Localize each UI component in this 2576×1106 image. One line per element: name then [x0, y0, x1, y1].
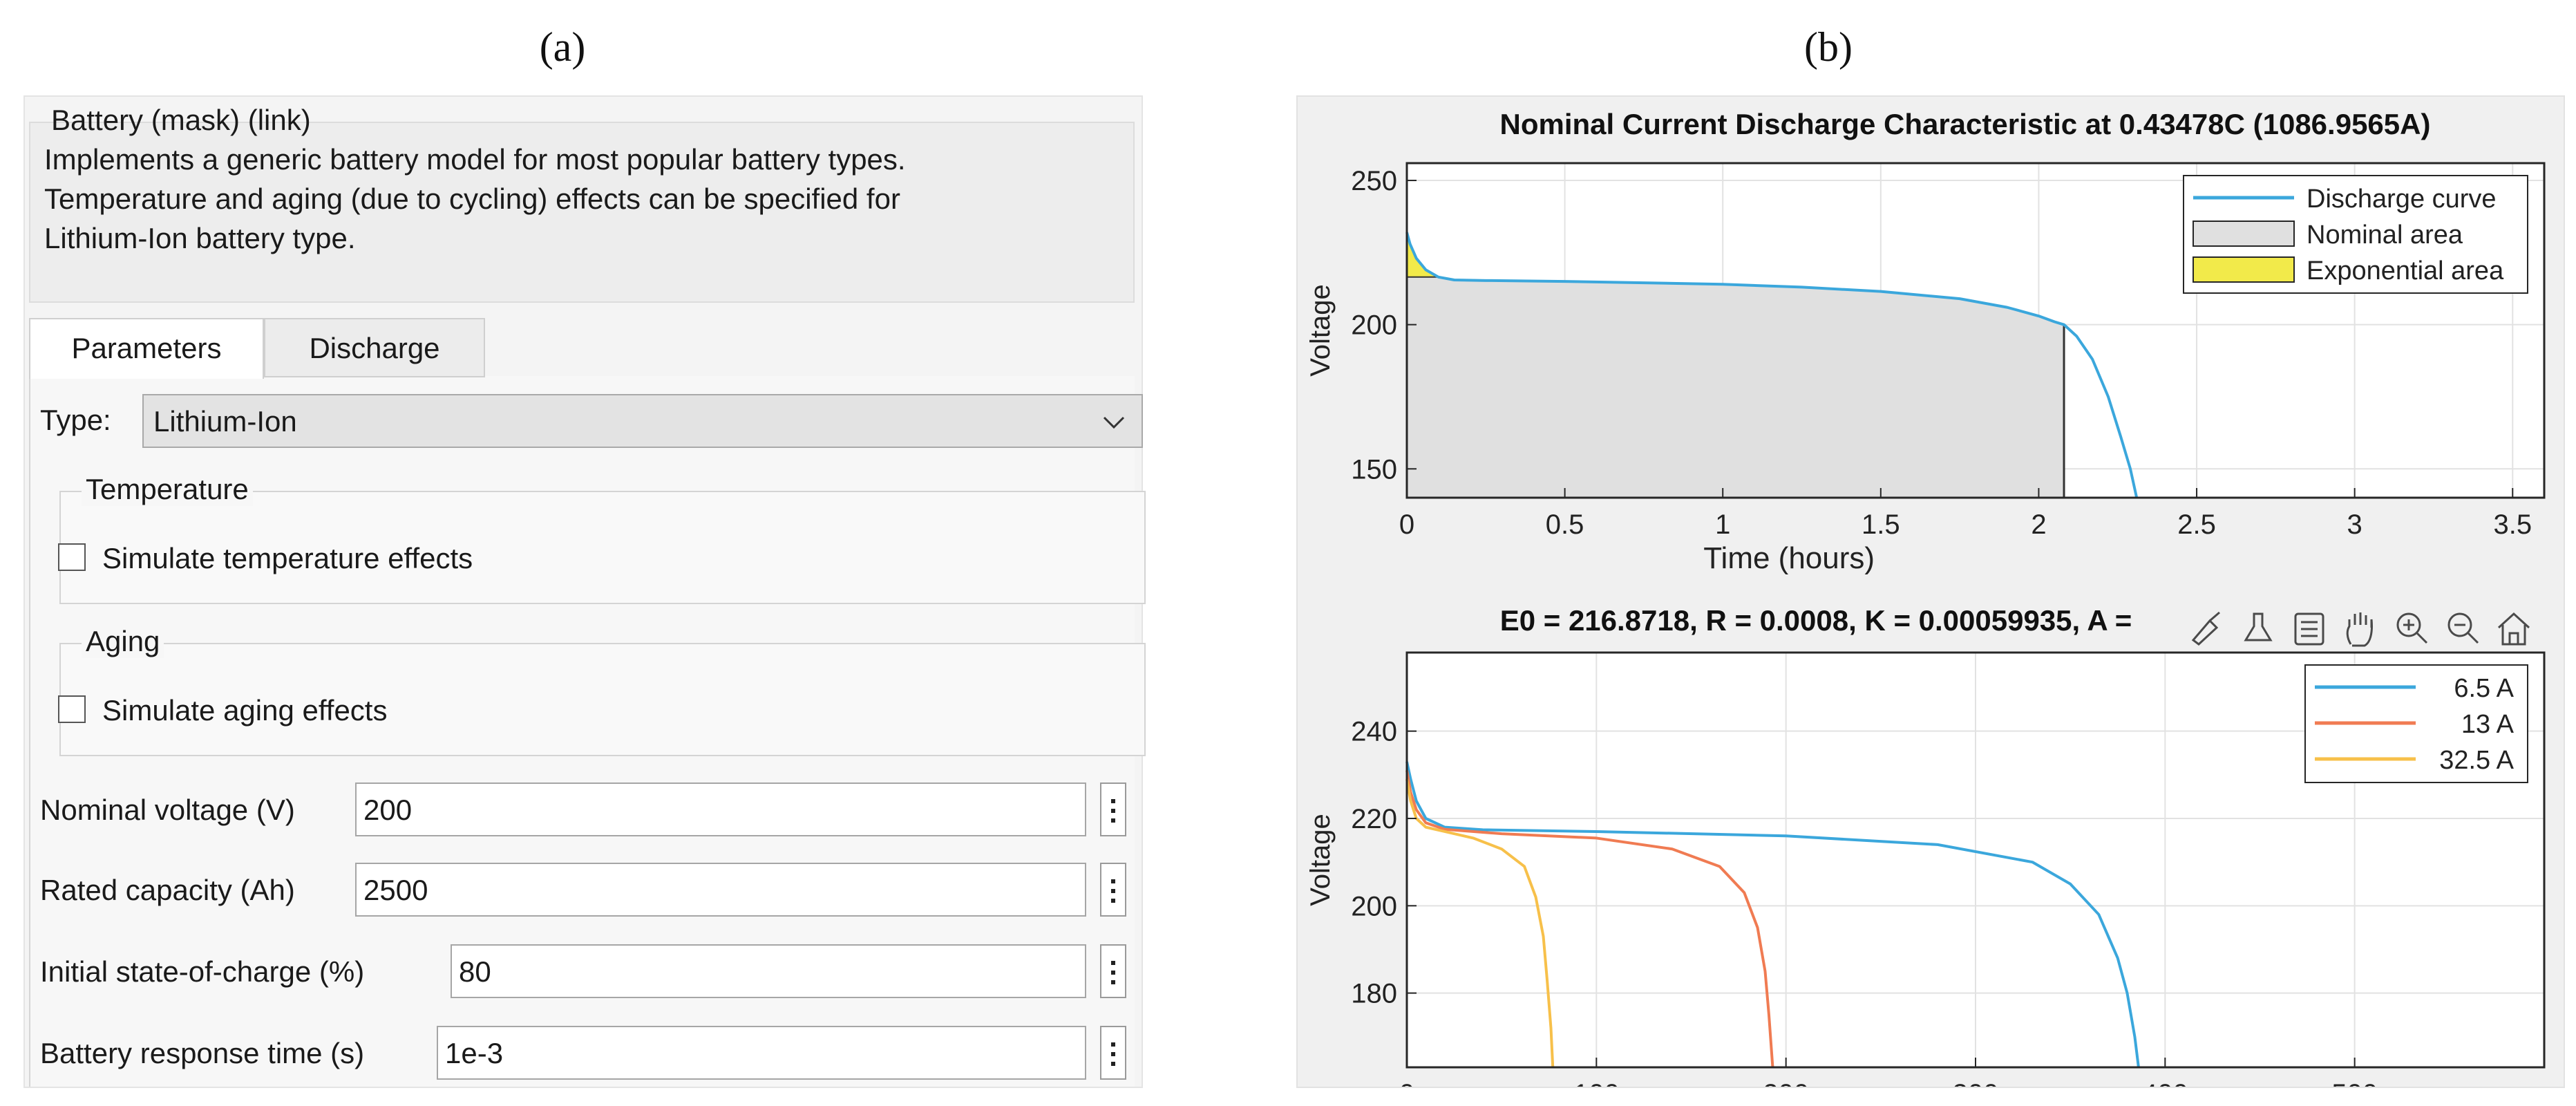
initial-soc-more-button[interactable]	[1100, 944, 1126, 998]
plot1-x-tick-label: 0	[1399, 509, 1414, 540]
brush-icon[interactable]	[2191, 611, 2220, 646]
type-label: Type:	[40, 404, 111, 436]
block-parameters-dialog: Battery (mask) (link) Implements a gener…	[23, 95, 1146, 1088]
description-box	[29, 122, 1135, 303]
home-icon-shape	[2497, 612, 2530, 646]
plot1-y-axis-label: Voltage	[1305, 284, 1336, 376]
legend-icon-frame	[2294, 612, 2324, 646]
aging-group-title: Aging	[82, 625, 164, 658]
plot1-axes-frame	[1405, 162, 2546, 499]
zoom-in-icon-lens	[2396, 612, 2421, 637]
plot2-title: E0 = 216.8718, R = 0.0008, K = 0.0005993…	[1500, 604, 2132, 637]
legend-icon-lines	[2301, 621, 2318, 637]
temperature-group-title: Temperature	[82, 473, 253, 506]
pan-hand-icon[interactable]	[2346, 612, 2373, 647]
plot1-x-tick-label: 1.5	[1862, 509, 1900, 540]
response-time-more-button[interactable]	[1100, 1026, 1126, 1080]
plot2-x-tick-label: 500	[2331, 1079, 2378, 1087]
plot2-x-tick-label: 100	[1573, 1079, 1620, 1087]
plot2-y-tick-label: 200	[1351, 891, 1397, 921]
plot2-y-axis-label: Voltage	[1305, 814, 1336, 906]
plot1-y-tick-label: 150	[1351, 454, 1397, 485]
plot1-title: Nominal Current Discharge Characteristic…	[1500, 108, 2431, 140]
plot1-x-axis-label: Time (hours)	[1703, 541, 1875, 575]
plot1-x-tick-label: 3	[2347, 509, 2362, 540]
simulate-temperature-label[interactable]: Simulate temperature effects	[102, 542, 473, 574]
rated-capacity-more-button[interactable]	[1100, 863, 1126, 917]
plot1-y-tick-label: 200	[1351, 310, 1397, 341]
simulate-aging-checkbox[interactable]	[58, 695, 86, 723]
rated-capacity-value: 2500	[363, 874, 428, 906]
temperature-group	[59, 491, 1146, 604]
home-icon[interactable]	[2497, 612, 2530, 646]
response-time-value: 1e-3	[445, 1037, 504, 1069]
plot2-series-1-line	[1405, 761, 2140, 1068]
nominal-voltage-value: 200	[363, 794, 413, 826]
plot1-y-tick-label: 250	[1351, 166, 1397, 196]
plot2-series-2-line	[1405, 770, 1774, 1068]
plot2-x-tick-label: 200	[1763, 1079, 1809, 1087]
legend-icon[interactable]	[2294, 612, 2324, 646]
initial-soc-label: Initial state-of-charge (%)	[40, 955, 365, 988]
plot2-y-tick-label: 220	[1351, 804, 1397, 834]
pan-hand-icon-shape	[2346, 612, 2373, 647]
plot1-legend-label-1: Discharge curve	[2307, 185, 2497, 214]
plot2-x-tick-label: 300	[1953, 1079, 1999, 1087]
plot1-x-tick-label: 1	[1715, 509, 1730, 540]
plot1-series-1-line	[1405, 232, 2139, 498]
plot2-legend-label-1: 6.5 A	[2454, 674, 2514, 703]
zoom-in-icon[interactable]	[2396, 612, 2428, 644]
nominal-voltage-more-button[interactable]	[1100, 782, 1126, 836]
simulate-aging-label[interactable]: Simulate aging effects	[102, 694, 388, 727]
caption-a: (a)	[539, 24, 586, 70]
response-time-field[interactable]: 1e-3	[437, 1026, 1086, 1080]
block-description: Implements a generic battery model for m…	[44, 143, 906, 254]
nominal-voltage-field[interactable]: 200	[355, 782, 1086, 836]
caption-b: (b)	[1804, 24, 1853, 70]
initial-soc-value: 80	[459, 955, 491, 988]
tab-discharge[interactable]: Discharge	[264, 318, 485, 377]
zoom-out-icon-marks	[2454, 624, 2479, 644]
rated-capacity-label: Rated capacity (Ah)	[40, 874, 295, 906]
simulate-temperature-checkbox[interactable]	[58, 543, 86, 571]
plot2-x-tick-label: 400	[2142, 1079, 2188, 1087]
plot1-x-tick-label: 2.5	[2177, 509, 2216, 540]
brush-icon-shape	[2191, 611, 2220, 646]
block-title: Battery (mask) (link)	[51, 104, 311, 136]
plot1-x-tick-label: 2	[2031, 509, 2046, 540]
rated-capacity-field[interactable]: 2500	[355, 863, 1086, 917]
plot1-legend-area-label-2: Exponential area	[2307, 256, 2504, 285]
zoom-out-icon-lens	[2447, 612, 2472, 637]
plot1-legend-area-label-1: Nominal area	[2307, 221, 2463, 250]
battery-type-select[interactable]: Lithium-Ion	[142, 394, 1143, 448]
plot1-legend-area-swatch-1	[2193, 221, 2295, 247]
plot2-y-tick-label: 180	[1351, 979, 1397, 1009]
discharge-plot-figure: 0 0.5 1 1.5 2 2.5 3 3.5 150 200 250 Time (hours) Vol…	[1296, 95, 2565, 1088]
aging-group	[59, 643, 1146, 756]
plot1-x-tick-label: 0.5	[1546, 509, 1584, 540]
plot1-legend-area-swatch-2	[2193, 256, 2295, 283]
plot2-x-tick-label: 0	[1399, 1079, 1414, 1087]
plot2-legend-label-2: 13 A	[2461, 710, 2515, 739]
plot2-legend-label-3: 32.5 A	[2439, 746, 2514, 775]
response-time-label: Battery response time (s)	[40, 1037, 365, 1069]
battery-type-value: Lithium-Ion	[153, 405, 297, 438]
tab-parameters[interactable]: Parameters	[29, 318, 264, 379]
discharge-plots-svg: 0 0.5 1 1.5 2 2.5 3 3.5 150 200 250 Time (hours) Vol…	[1305, 108, 2546, 1087]
zoom-out-icon[interactable]	[2447, 612, 2479, 644]
nominal-voltage-label: Nominal voltage (V)	[40, 794, 295, 826]
zoom-in-icon-marks	[2403, 619, 2428, 644]
plot1-x-tick-label: 3.5	[2493, 509, 2532, 540]
data-tip-icon[interactable]	[2244, 612, 2273, 641]
data-tip-icon-shape	[2244, 612, 2273, 641]
chevron-down-icon	[1103, 416, 1125, 429]
plot2-y-tick-label: 240	[1351, 717, 1397, 747]
initial-soc-field[interactable]: 80	[451, 944, 1086, 998]
